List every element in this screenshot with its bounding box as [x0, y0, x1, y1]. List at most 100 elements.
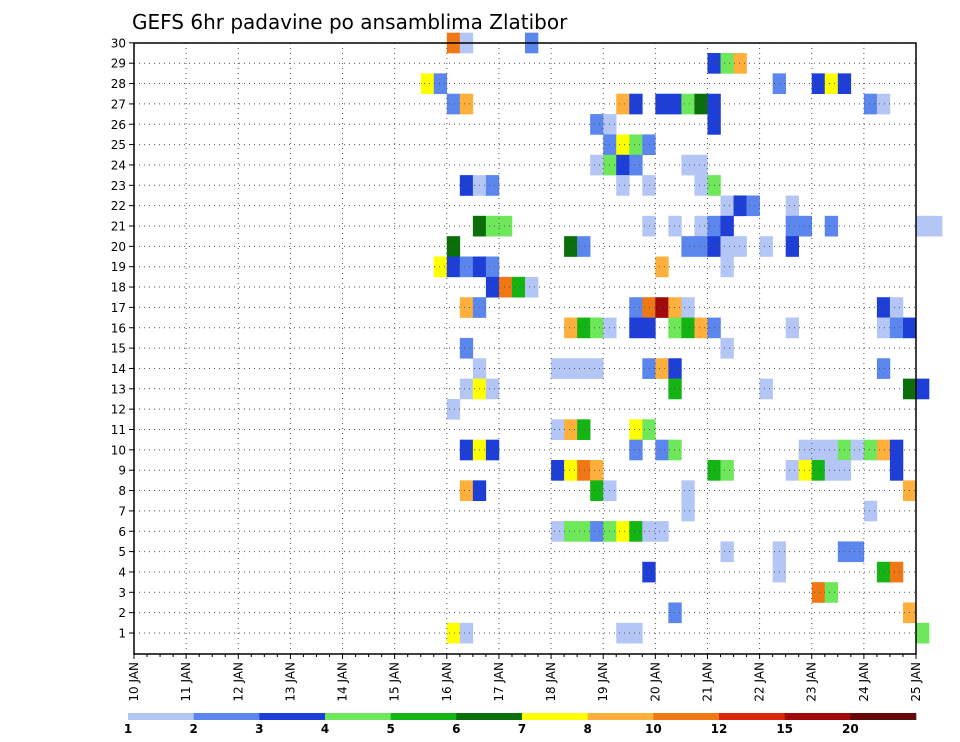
x-tick-label: 24 JAN: [857, 662, 871, 702]
y-tick-label: 9: [118, 464, 126, 478]
legend-label: 3: [255, 722, 263, 736]
heatmap-cell: [642, 134, 656, 156]
heatmap-cell: [577, 358, 591, 379]
heatmap-cell: [681, 480, 695, 502]
y-tick-label: 7: [118, 504, 126, 518]
heatmap-cell: [824, 439, 839, 461]
heatmap-cell: [446, 256, 461, 278]
y-tick-label: 6: [118, 525, 126, 539]
heatmap-cell: [616, 134, 630, 156]
x-tick-label: 14 JAN: [336, 662, 350, 702]
heatmap-cell: [590, 154, 604, 176]
heatmap-cell: [642, 215, 656, 237]
legend-label: 1: [124, 722, 132, 736]
heatmap-cell: [889, 317, 904, 339]
heatmap-cell: [668, 93, 682, 115]
y-tick-label: 27: [111, 97, 126, 111]
heatmap-cell: [785, 460, 799, 481]
legend-swatch: [193, 713, 260, 720]
y-tick-label: 28: [111, 77, 126, 91]
x-tick-label: 20 JAN: [648, 662, 662, 702]
heatmap-cell: [694, 236, 708, 257]
heatmap-cell: [577, 460, 591, 481]
heatmap-cell: [590, 521, 604, 542]
heatmap-cell: [720, 460, 734, 481]
heatmap-cell: [876, 439, 891, 461]
y-tick-label: 23: [111, 179, 126, 193]
heatmap-cell: [798, 439, 813, 461]
heatmap-cell: [850, 439, 865, 461]
heatmap-cell: [681, 236, 695, 257]
y-tick-label: 11: [111, 423, 126, 437]
heatmap-cell: [733, 53, 747, 74]
heatmap-cell: [629, 297, 643, 318]
heatmap-cell: [564, 419, 578, 440]
legend-label: 6: [452, 722, 460, 736]
heatmap-cell: [681, 93, 695, 115]
heatmap-cell: [889, 561, 904, 583]
x-tick-label: 12 JAN: [231, 662, 245, 702]
y-tick-label: 17: [111, 301, 126, 315]
chart-title: GEFS 6hr padavine po ansamblima Zlatibor: [132, 10, 568, 34]
y-tick-label: 14: [111, 362, 126, 376]
heatmap-cell: [694, 317, 708, 339]
y-tick-label: 21: [111, 220, 126, 234]
heatmap-cell: [459, 297, 474, 318]
heatmap-cell: [485, 175, 500, 196]
heatmap-cell: [459, 93, 474, 115]
heatmap-cell: [642, 358, 656, 379]
heatmap-cell: [485, 256, 500, 278]
legend-swatch: [259, 713, 326, 720]
heatmap-cell: [485, 215, 500, 237]
heatmap-cell: [694, 175, 708, 196]
y-tick-label: 5: [118, 545, 126, 559]
heatmap-cell: [785, 317, 799, 339]
heatmap-cell: [824, 215, 839, 237]
legend-label: 10: [645, 722, 662, 736]
heatmap-cell: [759, 378, 773, 400]
heatmap-cell: [577, 419, 591, 440]
heatmap-cell: [642, 317, 656, 339]
legend-label: 5: [386, 722, 394, 736]
y-tick-label: 8: [118, 484, 126, 498]
y-axis-ticks: 1234567891011121314151617181920212223242…: [111, 36, 134, 641]
heatmap-cell: [655, 358, 669, 379]
heatmap-cell: [798, 215, 813, 237]
heatmap-cell: [720, 53, 734, 74]
heatmap-cell: [551, 419, 565, 440]
heatmap-cell: [733, 236, 747, 257]
heatmap-cell: [590, 358, 604, 379]
heatmap-cell: [433, 256, 448, 278]
heatmap-cell: [629, 439, 643, 461]
heatmap-cell: [785, 215, 799, 237]
heatmap-cell: [720, 215, 734, 237]
heatmap-cell: [863, 439, 878, 461]
heatmap-cell: [785, 236, 799, 257]
x-tick-label: 13 JAN: [283, 662, 297, 702]
heatmap-cell: [811, 73, 826, 95]
heatmap-cell: [681, 297, 695, 318]
y-tick-label: 3: [118, 586, 126, 600]
heatmap-cell: [446, 236, 461, 257]
y-tick-label: 29: [111, 57, 126, 71]
heatmap-cell: [889, 297, 904, 318]
heatmap-cell: [590, 317, 604, 339]
heatmap-cell: [590, 460, 604, 481]
heatmap-cell: [694, 93, 708, 115]
heatmap-cell: [824, 460, 839, 481]
heatmap-cell: [616, 175, 630, 196]
heatmap-cell: [551, 521, 565, 542]
heatmap-cell: [642, 561, 656, 583]
heatmap-cells: [420, 32, 943, 644]
heatmap-cell: [746, 195, 760, 217]
heatmap-cell: [459, 439, 474, 461]
heatmap-cell: [655, 297, 669, 318]
heatmap-cell: [577, 521, 591, 542]
heatmap-cell: [759, 236, 773, 257]
x-tick-label: 23 JAN: [805, 662, 819, 702]
heatmap-cell: [876, 561, 891, 583]
heatmap-cell: [863, 93, 878, 115]
heatmap-cell: [629, 93, 643, 115]
legend-label: 20: [842, 722, 859, 736]
y-tick-label: 24: [111, 158, 126, 172]
